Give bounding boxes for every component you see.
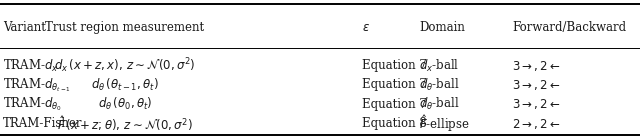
Text: $\hat{F}$-ellipse: $\hat{F}$-ellipse <box>419 113 470 134</box>
Text: Variant: Variant <box>3 21 46 34</box>
Text: Forward/Backward: Forward/Backward <box>512 21 626 34</box>
Text: $d_\theta$-ball: $d_\theta$-ball <box>419 96 460 112</box>
Text: $d_\theta\,(\theta_0,\theta_t)$: $d_\theta\,(\theta_0,\theta_t)$ <box>97 96 152 112</box>
Text: TRAM-$d_{\theta_0}$: TRAM-$d_{\theta_0}$ <box>3 95 62 113</box>
Text: TRAM-Fisher: TRAM-Fisher <box>3 117 83 130</box>
Text: $d_\theta\,(\theta_{t-1},\theta_t)$: $d_\theta\,(\theta_{t-1},\theta_t)$ <box>91 77 159 93</box>
Text: Equation 8: Equation 8 <box>362 117 426 130</box>
Text: $3\rightarrow, 2\leftarrow$: $3\rightarrow, 2\leftarrow$ <box>512 78 561 92</box>
Text: Equation 7: Equation 7 <box>362 98 426 111</box>
Text: $d_\theta$-ball: $d_\theta$-ball <box>419 77 460 93</box>
Text: $3\rightarrow, 2\leftarrow$: $3\rightarrow, 2\leftarrow$ <box>512 97 561 111</box>
Text: $d_x$-ball: $d_x$-ball <box>419 58 460 74</box>
Text: Trust region measurement: Trust region measurement <box>45 21 204 34</box>
Text: $3\rightarrow, 2\leftarrow$: $3\rightarrow, 2\leftarrow$ <box>512 59 561 73</box>
Text: $\epsilon$: $\epsilon$ <box>362 21 369 34</box>
Text: Domain: Domain <box>419 21 465 34</box>
Text: $2\rightarrow, 2\leftarrow$: $2\rightarrow, 2\leftarrow$ <box>512 116 561 131</box>
Text: TRAM-$d_x$: TRAM-$d_x$ <box>3 58 59 74</box>
Text: TRAM-$d_{\theta_{t-1}}$: TRAM-$d_{\theta_{t-1}}$ <box>3 76 71 94</box>
Text: Equation 7: Equation 7 <box>362 78 426 91</box>
Text: $d_x\,(x+z,x),\, z\sim\mathcal{N}\left(0,\sigma^2\right)$: $d_x\,(x+z,x),\, z\sim\mathcal{N}\left(0… <box>54 56 195 75</box>
Text: Equation 7: Equation 7 <box>362 59 426 72</box>
Text: $\hat{F}\,(x+z;\theta),\, z\sim\mathcal{N}\left(0,\sigma^2\right)$: $\hat{F}\,(x+z;\theta),\, z\sim\mathcal{… <box>57 114 193 133</box>
